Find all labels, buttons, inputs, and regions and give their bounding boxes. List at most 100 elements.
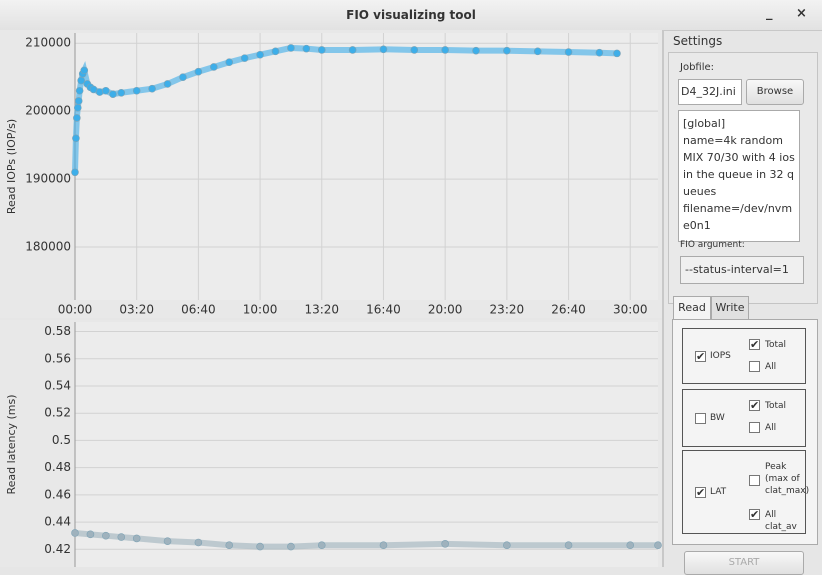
argument-label: FIO argument: (680, 240, 745, 250)
group-checkbox[interactable]: ✔ (695, 350, 706, 363)
data-point (210, 63, 218, 71)
option-checkbox[interactable]: ✔ (749, 399, 760, 412)
data-point (102, 86, 110, 95)
minimize[interactable]: _ (766, 6, 773, 21)
data-point (194, 538, 203, 547)
y-tick-label: 190000 (25, 172, 71, 186)
data-point (348, 46, 357, 54)
y-tick-label: 180000 (25, 240, 71, 254)
data-point (179, 73, 187, 81)
data-point (163, 80, 172, 88)
data-point (75, 86, 84, 95)
x-tick-label: 23:20 (490, 303, 525, 317)
data-point (102, 531, 110, 540)
x-tick-label: 26:40 (551, 303, 586, 317)
x-tick-label: 30:00 (613, 303, 648, 317)
argument-input[interactable]: --status-interval=1 (680, 256, 804, 284)
data-point (503, 541, 511, 550)
title-bar: FIO visualizing tool _ × (0, 0, 822, 31)
data-point (595, 48, 604, 57)
data-point (472, 46, 480, 55)
option-label: Total (765, 401, 787, 411)
y-tick-label: 0.54 (44, 378, 71, 392)
data-point (564, 48, 573, 56)
close[interactable]: × (796, 6, 807, 21)
option-label: Peak (max of clat_max) (765, 462, 810, 496)
job-text-line: filename=/dev/nvme0n1 (683, 202, 793, 232)
data-point (533, 47, 542, 56)
data-point (132, 534, 141, 543)
jobfile-label: Jobfile: (680, 62, 715, 73)
data-point (80, 66, 89, 75)
job-text-line: name=4k random MIX 70/30 with 4 ios in t… (683, 134, 795, 198)
y-tick-label: 210000 (25, 36, 71, 50)
option-checkbox[interactable] (749, 422, 760, 433)
option-checkbox[interactable] (749, 475, 760, 486)
y-tick-label: 0.42 (44, 542, 71, 556)
y-axis-label: Read IOPs (IOP/s) (5, 119, 18, 214)
data-point (163, 537, 172, 545)
y-tick-label: 0.46 (44, 487, 71, 501)
y-tick-label: 0.56 (44, 351, 71, 365)
tab[interactable]: Read (673, 296, 711, 320)
data-point (271, 47, 280, 56)
y-axis-label: Read latency (ms) (5, 394, 18, 494)
y-tick-label: 0.44 (44, 515, 71, 529)
option-label: All clat_av (765, 510, 797, 532)
data-point (225, 58, 234, 67)
data-point (654, 541, 662, 550)
data-point (73, 103, 82, 112)
job-text[interactable]: [global] name=4k random MIX 70/30 with 4 … (678, 110, 800, 242)
data-point (410, 46, 419, 54)
data-point (317, 46, 326, 54)
data-point (287, 44, 295, 52)
data-point (225, 541, 234, 550)
window-title: FIO visualizing tool (346, 8, 476, 22)
data-point (317, 541, 326, 550)
option-checkbox[interactable] (749, 361, 760, 372)
data-point (287, 542, 295, 551)
data-point (564, 541, 573, 550)
x-tick-label: 20:00 (428, 303, 463, 317)
data-point (86, 530, 95, 539)
data-point (77, 76, 85, 85)
x-tick-label: 03:20 (119, 303, 154, 317)
group-checkbox[interactable]: ✔ (695, 486, 706, 499)
data-point (379, 45, 388, 54)
option-group: ✔ LAT Peak (max of clat_max) ✔ All clat_av (682, 450, 810, 534)
option-checkbox[interactable]: ✔ (749, 338, 760, 351)
data-point (71, 529, 79, 537)
data-point (71, 168, 79, 177)
option-group: BW ✔ Total All (682, 389, 806, 447)
data-point (72, 134, 80, 143)
plot-area (75, 322, 658, 567)
group-checkbox[interactable] (695, 413, 706, 424)
y-tick-label: 200000 (25, 104, 71, 118)
data-point (132, 86, 141, 95)
data-point (503, 46, 511, 55)
browse-button[interactable]: Browse (746, 79, 804, 105)
data-point (302, 44, 311, 53)
data-point (379, 541, 388, 550)
data-point (240, 54, 249, 62)
option-checkbox[interactable]: ✔ (749, 508, 760, 521)
data-point (256, 50, 264, 59)
start-button[interactable]: START (684, 551, 804, 575)
x-tick-label: 13:20 (304, 303, 339, 317)
x-tick-label: 10:00 (243, 303, 278, 317)
data-point (117, 88, 126, 97)
plot-area (75, 33, 658, 300)
data-point (441, 540, 449, 548)
data-point (117, 533, 126, 541)
job-text-line: [global] (683, 117, 726, 130)
jobfile-input[interactable]: D4_32J.ini (678, 79, 742, 105)
x-tick-label: 06:40 (181, 303, 216, 317)
tab[interactable]: Write (711, 296, 749, 320)
y-tick-label: 0.48 (44, 460, 71, 474)
group-label: IOPS (710, 351, 731, 361)
option-label: All (765, 362, 777, 372)
settings-title: Settings (673, 34, 723, 48)
data-point (194, 67, 203, 76)
charts: 180000 190000 200000 210000 00:00 03:20 06:40 1… (0, 30, 664, 567)
